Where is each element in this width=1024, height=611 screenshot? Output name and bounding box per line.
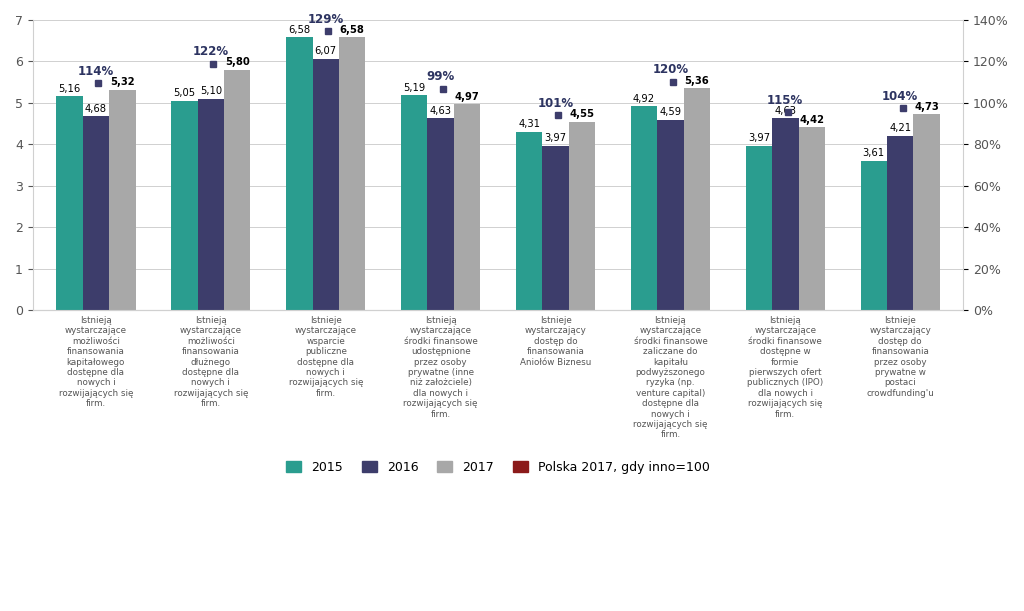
Bar: [401, 95, 427, 310]
Text: 6,58: 6,58: [288, 25, 310, 35]
Text: 3,61: 3,61: [862, 148, 885, 158]
Text: 4,42: 4,42: [800, 114, 824, 125]
Text: 5,80: 5,80: [225, 57, 250, 67]
Text: 5,05: 5,05: [173, 89, 196, 98]
Bar: [83, 116, 110, 310]
Bar: [568, 122, 595, 310]
Bar: [56, 97, 83, 310]
Text: 4,59: 4,59: [659, 108, 682, 117]
Text: 122%: 122%: [193, 45, 229, 58]
Bar: [860, 161, 887, 310]
Text: 5,32: 5,32: [110, 77, 134, 87]
Legend: 2015, 2016, 2017, Polska 2017, gdy inno=100: 2015, 2016, 2017, Polska 2017, gdy inno=…: [282, 456, 715, 479]
Bar: [913, 114, 940, 310]
Bar: [657, 120, 684, 310]
Text: 4,68: 4,68: [85, 104, 106, 114]
Text: 4,63: 4,63: [774, 106, 797, 116]
Text: 4,31: 4,31: [518, 119, 540, 129]
Text: 5,36: 5,36: [684, 76, 710, 86]
Text: 5,10: 5,10: [200, 86, 222, 97]
Text: 4,55: 4,55: [569, 109, 595, 119]
Bar: [631, 106, 657, 310]
Text: 4,21: 4,21: [889, 123, 911, 133]
Text: 4,63: 4,63: [430, 106, 452, 116]
Text: 104%: 104%: [882, 90, 919, 103]
Text: 4,97: 4,97: [455, 92, 479, 101]
Text: 6,58: 6,58: [340, 25, 365, 35]
Text: 4,73: 4,73: [914, 101, 939, 112]
Text: 5,16: 5,16: [58, 84, 81, 94]
Text: 3,97: 3,97: [748, 133, 770, 143]
Text: 129%: 129%: [307, 13, 344, 26]
Bar: [286, 37, 312, 310]
Text: 99%: 99%: [426, 70, 455, 84]
Text: 114%: 114%: [78, 65, 114, 78]
Text: 3,97: 3,97: [545, 133, 566, 143]
Bar: [543, 145, 568, 310]
Bar: [339, 37, 366, 310]
Text: 115%: 115%: [767, 93, 804, 107]
Bar: [684, 88, 710, 310]
Text: 6,07: 6,07: [314, 46, 337, 56]
Bar: [171, 101, 198, 310]
Bar: [887, 136, 913, 310]
Bar: [312, 59, 339, 310]
Bar: [516, 131, 543, 310]
Bar: [198, 99, 224, 310]
Bar: [224, 70, 251, 310]
Text: 120%: 120%: [652, 64, 688, 76]
Bar: [745, 145, 772, 310]
Text: 5,19: 5,19: [403, 82, 425, 93]
Text: 4,92: 4,92: [633, 94, 655, 104]
Bar: [799, 127, 825, 310]
Bar: [427, 119, 454, 310]
Bar: [772, 119, 799, 310]
Text: 101%: 101%: [538, 97, 573, 110]
Bar: [454, 104, 480, 310]
Bar: [110, 90, 135, 310]
